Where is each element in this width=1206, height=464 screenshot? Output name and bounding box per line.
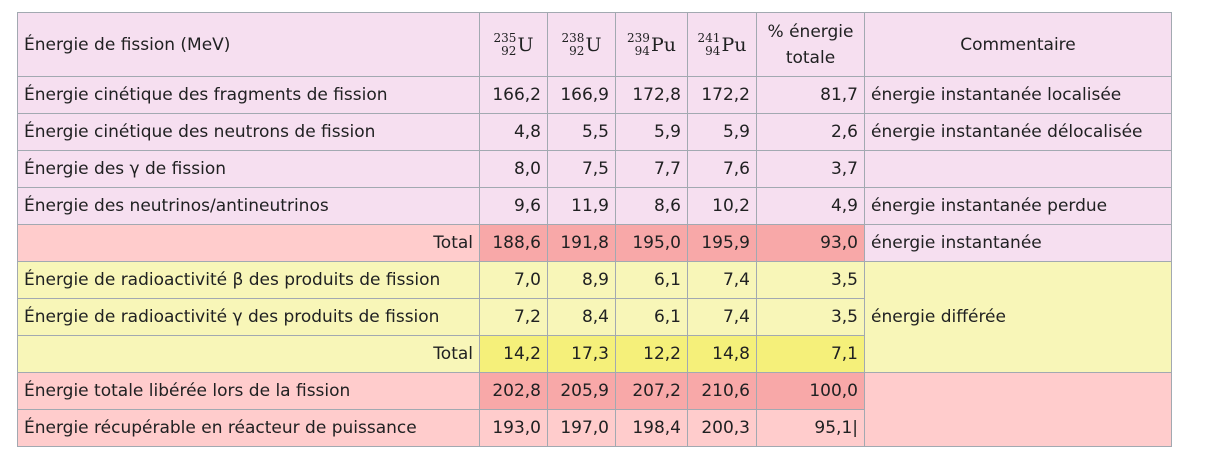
isotope-u238-header: 238 92 U xyxy=(547,12,616,77)
value-cell: 7,6 xyxy=(687,150,757,188)
value-cell: 12,2 xyxy=(615,335,688,373)
row-label: Total xyxy=(17,224,480,262)
value-cell: 8,6 xyxy=(615,187,688,225)
value-cell: 10,2 xyxy=(687,187,757,225)
percent-cell: 3,5 xyxy=(756,261,865,299)
value-cell: 200,3 xyxy=(687,409,757,447)
value-cell: 7,2 xyxy=(479,298,548,336)
comment-cell: énergie instantanée perdue xyxy=(864,187,1172,225)
row-label: Énergie de radioactivité γ des produits … xyxy=(17,298,480,336)
value-cell: 8,9 xyxy=(547,261,616,299)
value-cell: 5,9 xyxy=(615,113,688,151)
value-cell: 197,0 xyxy=(547,409,616,447)
value-cell: 198,4 xyxy=(615,409,688,447)
instant-total-row: Total 188,6 191,8 195,0 195,9 93,0 énerg… xyxy=(17,224,1172,262)
row-label: Total xyxy=(17,335,480,373)
value-cell: 14,8 xyxy=(687,335,757,373)
row-label: Énergie récupérable en réacteur de puiss… xyxy=(17,409,480,447)
value-cell: 6,1 xyxy=(615,261,688,299)
table-row: Énergie des neutrinos/antineutrinos 9,6 … xyxy=(17,187,1172,225)
value-cell: 188,6 xyxy=(479,224,548,262)
value-cell: 7,5 xyxy=(547,150,616,188)
percent-cell: 7,1 xyxy=(756,335,865,373)
total-comment-cell xyxy=(864,372,1172,447)
total-released-row: Énergie totale libérée lors de la fissio… xyxy=(17,372,1172,447)
isotope-pu241-header: 241 94 Pu xyxy=(687,12,757,77)
value-cell: 210,6 xyxy=(687,372,757,410)
comment-header: Commentaire xyxy=(864,12,1172,77)
value-cell: 7,4 xyxy=(687,298,757,336)
value-cell: 207,2 xyxy=(615,372,688,410)
value-cell: 195,9 xyxy=(687,224,757,262)
row-label: Énergie cinétique des neutrons de fissio… xyxy=(17,113,480,151)
value-cell: 195,0 xyxy=(615,224,688,262)
percent-cell: 93,0 xyxy=(756,224,865,262)
table-row: Énergie de radioactivité β des produits … xyxy=(17,261,1172,373)
percent-cell: 3,7 xyxy=(756,150,865,188)
comment-cell xyxy=(864,150,1172,188)
value-cell: 8,4 xyxy=(547,298,616,336)
fission-energy-table: Énergie de fission (MeV) 235 92 U 238 92 U 2… xyxy=(17,12,1172,447)
percent-cell: 95,1| xyxy=(756,409,865,447)
row-label: Énergie cinétique des fragments de fissi… xyxy=(17,76,480,114)
percent-cell: 4,9 xyxy=(756,187,865,225)
row-label: Énergie des γ de fission xyxy=(17,150,480,188)
table-row: Énergie cinétique des fragments de fissi… xyxy=(17,76,1172,114)
percent-cell: 3,5 xyxy=(756,298,865,336)
value-cell: 172,8 xyxy=(615,76,688,114)
row-label: Énergie totale libérée lors de la fissio… xyxy=(17,372,480,410)
value-cell: 172,2 xyxy=(687,76,757,114)
value-cell: 166,2 xyxy=(479,76,548,114)
value-cell: 205,9 xyxy=(547,372,616,410)
comment-cell: énergie instantanée localisée xyxy=(864,76,1172,114)
percent-cell: 100,0 xyxy=(756,372,865,410)
row-label: Énergie de radioactivité β des produits … xyxy=(17,261,480,299)
header-label: Énergie de fission (MeV) xyxy=(17,12,480,77)
comment-cell: énergie instantanée délocalisée xyxy=(864,113,1172,151)
value-cell: 7,7 xyxy=(615,150,688,188)
value-cell: 202,8 xyxy=(479,372,548,410)
table-row: Énergie cinétique des neutrons de fissio… xyxy=(17,113,1172,151)
value-cell: 7,4 xyxy=(687,261,757,299)
isotope-pu239-header: 239 94 Pu xyxy=(615,12,688,77)
value-cell: 17,3 xyxy=(547,335,616,373)
percent-total-header: % énergie totale xyxy=(756,12,865,77)
value-cell: 11,9 xyxy=(547,187,616,225)
header-row: Énergie de fission (MeV) 235 92 U 238 92 U 2… xyxy=(17,12,1172,77)
value-cell: 9,6 xyxy=(479,187,548,225)
comment-cell: énergie instantanée xyxy=(864,224,1172,262)
value-cell: 191,8 xyxy=(547,224,616,262)
value-cell: 7,0 xyxy=(479,261,548,299)
value-cell: 193,0 xyxy=(479,409,548,447)
percent-cell: 81,7 xyxy=(756,76,865,114)
percent-cell: 2,6 xyxy=(756,113,865,151)
row-label: Énergie des neutrinos/antineutrinos xyxy=(17,187,480,225)
delayed-comment-cell: énergie différée xyxy=(864,261,1172,373)
value-cell: 166,9 xyxy=(547,76,616,114)
isotope-u235-header: 235 92 U xyxy=(479,12,548,77)
table-row: Énergie des γ de fission 8,0 7,5 7,7 7,6… xyxy=(17,150,1172,188)
value-cell: 8,0 xyxy=(479,150,548,188)
value-cell: 5,5 xyxy=(547,113,616,151)
value-cell: 6,1 xyxy=(615,298,688,336)
value-cell: 14,2 xyxy=(479,335,548,373)
value-cell: 4,8 xyxy=(479,113,548,151)
value-cell: 5,9 xyxy=(687,113,757,151)
